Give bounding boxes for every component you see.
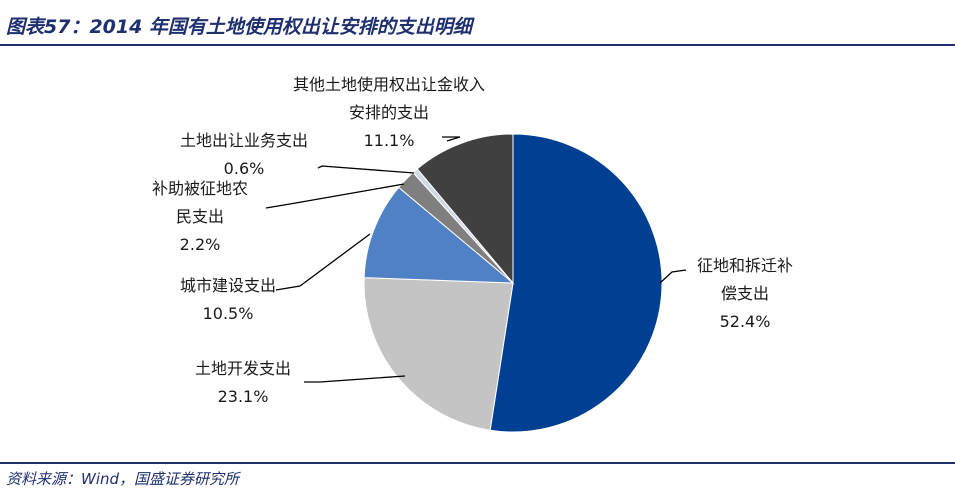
slice-value-label-1: 23.1% xyxy=(218,387,269,406)
pie-slice-5 xyxy=(416,133,514,285)
slice-value-label-3: 2.2% xyxy=(180,235,221,254)
source-note: 资料来源：Wind，国盛证券研究所 xyxy=(6,470,240,488)
slice-name-label-2: 城市建设支出 xyxy=(180,276,276,295)
pie-slice-0 xyxy=(489,133,663,433)
leader-line-3 xyxy=(265,183,405,209)
leader-line-1 xyxy=(304,375,406,383)
pie-slice-2 xyxy=(363,186,515,284)
slice-value-label-2: 10.5% xyxy=(203,304,254,323)
leader-line-5 xyxy=(442,136,461,142)
slice-name-label-1: 土地开发支出 xyxy=(195,359,291,378)
slice-value-label-0: 52.4% xyxy=(720,312,771,331)
slice-name-label-3: 补助被征地农 xyxy=(152,179,248,198)
slice-value-label-4: 0.6% xyxy=(224,159,265,178)
leader-line-4 xyxy=(317,165,415,174)
pie-slice-1 xyxy=(363,277,514,431)
header-rule xyxy=(0,44,955,46)
chart-header: 图表57：2014 年国有土地使用权出让安排的支出明细 xyxy=(0,0,955,46)
slice-name-label-0: 偿支出 xyxy=(721,284,769,303)
leader-line-2 xyxy=(275,233,371,291)
slice-value-label-5: 11.1% xyxy=(364,131,415,150)
footer-rule xyxy=(0,462,955,464)
slice-name-label-0: 征地和拆迁补 xyxy=(697,256,793,275)
slice-name-label-4: 土地出让业务支出 xyxy=(180,131,308,150)
slice-name-label-5: 安排的支出 xyxy=(349,103,429,122)
slice-name-label-5: 其他土地使用权出让金收入 xyxy=(293,75,485,94)
chart-title: 图表57：2014 年国有土地使用权出让安排的支出明细 xyxy=(6,16,472,38)
slice-name-label-3: 民支出 xyxy=(176,207,224,226)
leader-line-0 xyxy=(659,269,687,284)
